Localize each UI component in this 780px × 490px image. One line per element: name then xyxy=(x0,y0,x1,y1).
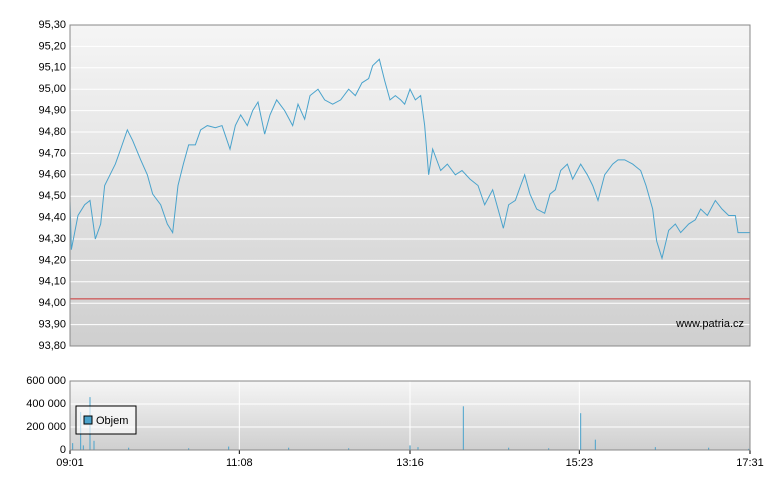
y-tick-label: 94,20 xyxy=(38,254,66,266)
y-tick-label: 94,90 xyxy=(38,105,66,117)
y-tick-label: 400 000 xyxy=(26,398,66,410)
y-tick-label: 94,70 xyxy=(38,147,66,159)
volume-bar xyxy=(748,448,750,450)
y-tick-label: 94,10 xyxy=(38,276,66,288)
x-tick-label: 09:01 xyxy=(56,457,84,469)
volume-bar xyxy=(93,440,95,450)
volume-bar xyxy=(508,447,510,450)
volume-bar xyxy=(708,447,710,450)
legend-swatch xyxy=(83,415,93,425)
legend-label: Objem xyxy=(96,415,128,427)
watermark: www.patria.cz xyxy=(675,318,744,330)
y-tick-label: 94,50 xyxy=(38,190,66,202)
y-tick-label: 95,20 xyxy=(38,40,66,52)
y-tick-label: 200 000 xyxy=(26,421,66,433)
x-tick-label: 15:23 xyxy=(566,457,594,469)
volume-bar xyxy=(580,413,582,450)
plot-border xyxy=(69,380,751,451)
volume-bar xyxy=(654,447,656,450)
y-tick-label: 94,40 xyxy=(38,212,66,224)
volume-bar xyxy=(128,447,130,450)
volume-bar xyxy=(417,447,419,450)
y-tick-label: 95,10 xyxy=(38,62,66,74)
volume-bar xyxy=(548,448,550,450)
volume-bar xyxy=(188,448,190,450)
price-line xyxy=(69,58,750,261)
x-tick-label: 13:16 xyxy=(396,457,424,469)
volume-bar xyxy=(82,445,84,450)
volume-bar xyxy=(348,448,350,450)
y-tick-label: 93,80 xyxy=(38,340,66,352)
y-tick-label: 95,00 xyxy=(38,83,66,95)
y-tick-label: 600 000 xyxy=(26,375,66,387)
plot-background xyxy=(70,25,750,346)
y-tick-label: 0 xyxy=(60,444,66,456)
volume-bar xyxy=(288,447,290,450)
y-tick-label: 94,00 xyxy=(38,297,66,309)
x-tick-label: 17:31 xyxy=(736,457,764,469)
volume-bar xyxy=(409,445,411,450)
y-tick-label: 94,60 xyxy=(38,169,66,181)
y-tick-label: 95,30 xyxy=(38,19,66,31)
volume-bar xyxy=(594,439,596,450)
y-tick-label: 94,80 xyxy=(38,126,66,138)
volume-bar xyxy=(462,406,464,450)
volume-bar xyxy=(228,446,230,450)
volume-bar xyxy=(72,443,74,450)
y-tick-label: 94,30 xyxy=(38,233,66,245)
plot-border xyxy=(69,24,751,347)
x-tick-label: 11:08 xyxy=(226,457,253,469)
y-tick-label: 93,90 xyxy=(38,319,66,331)
